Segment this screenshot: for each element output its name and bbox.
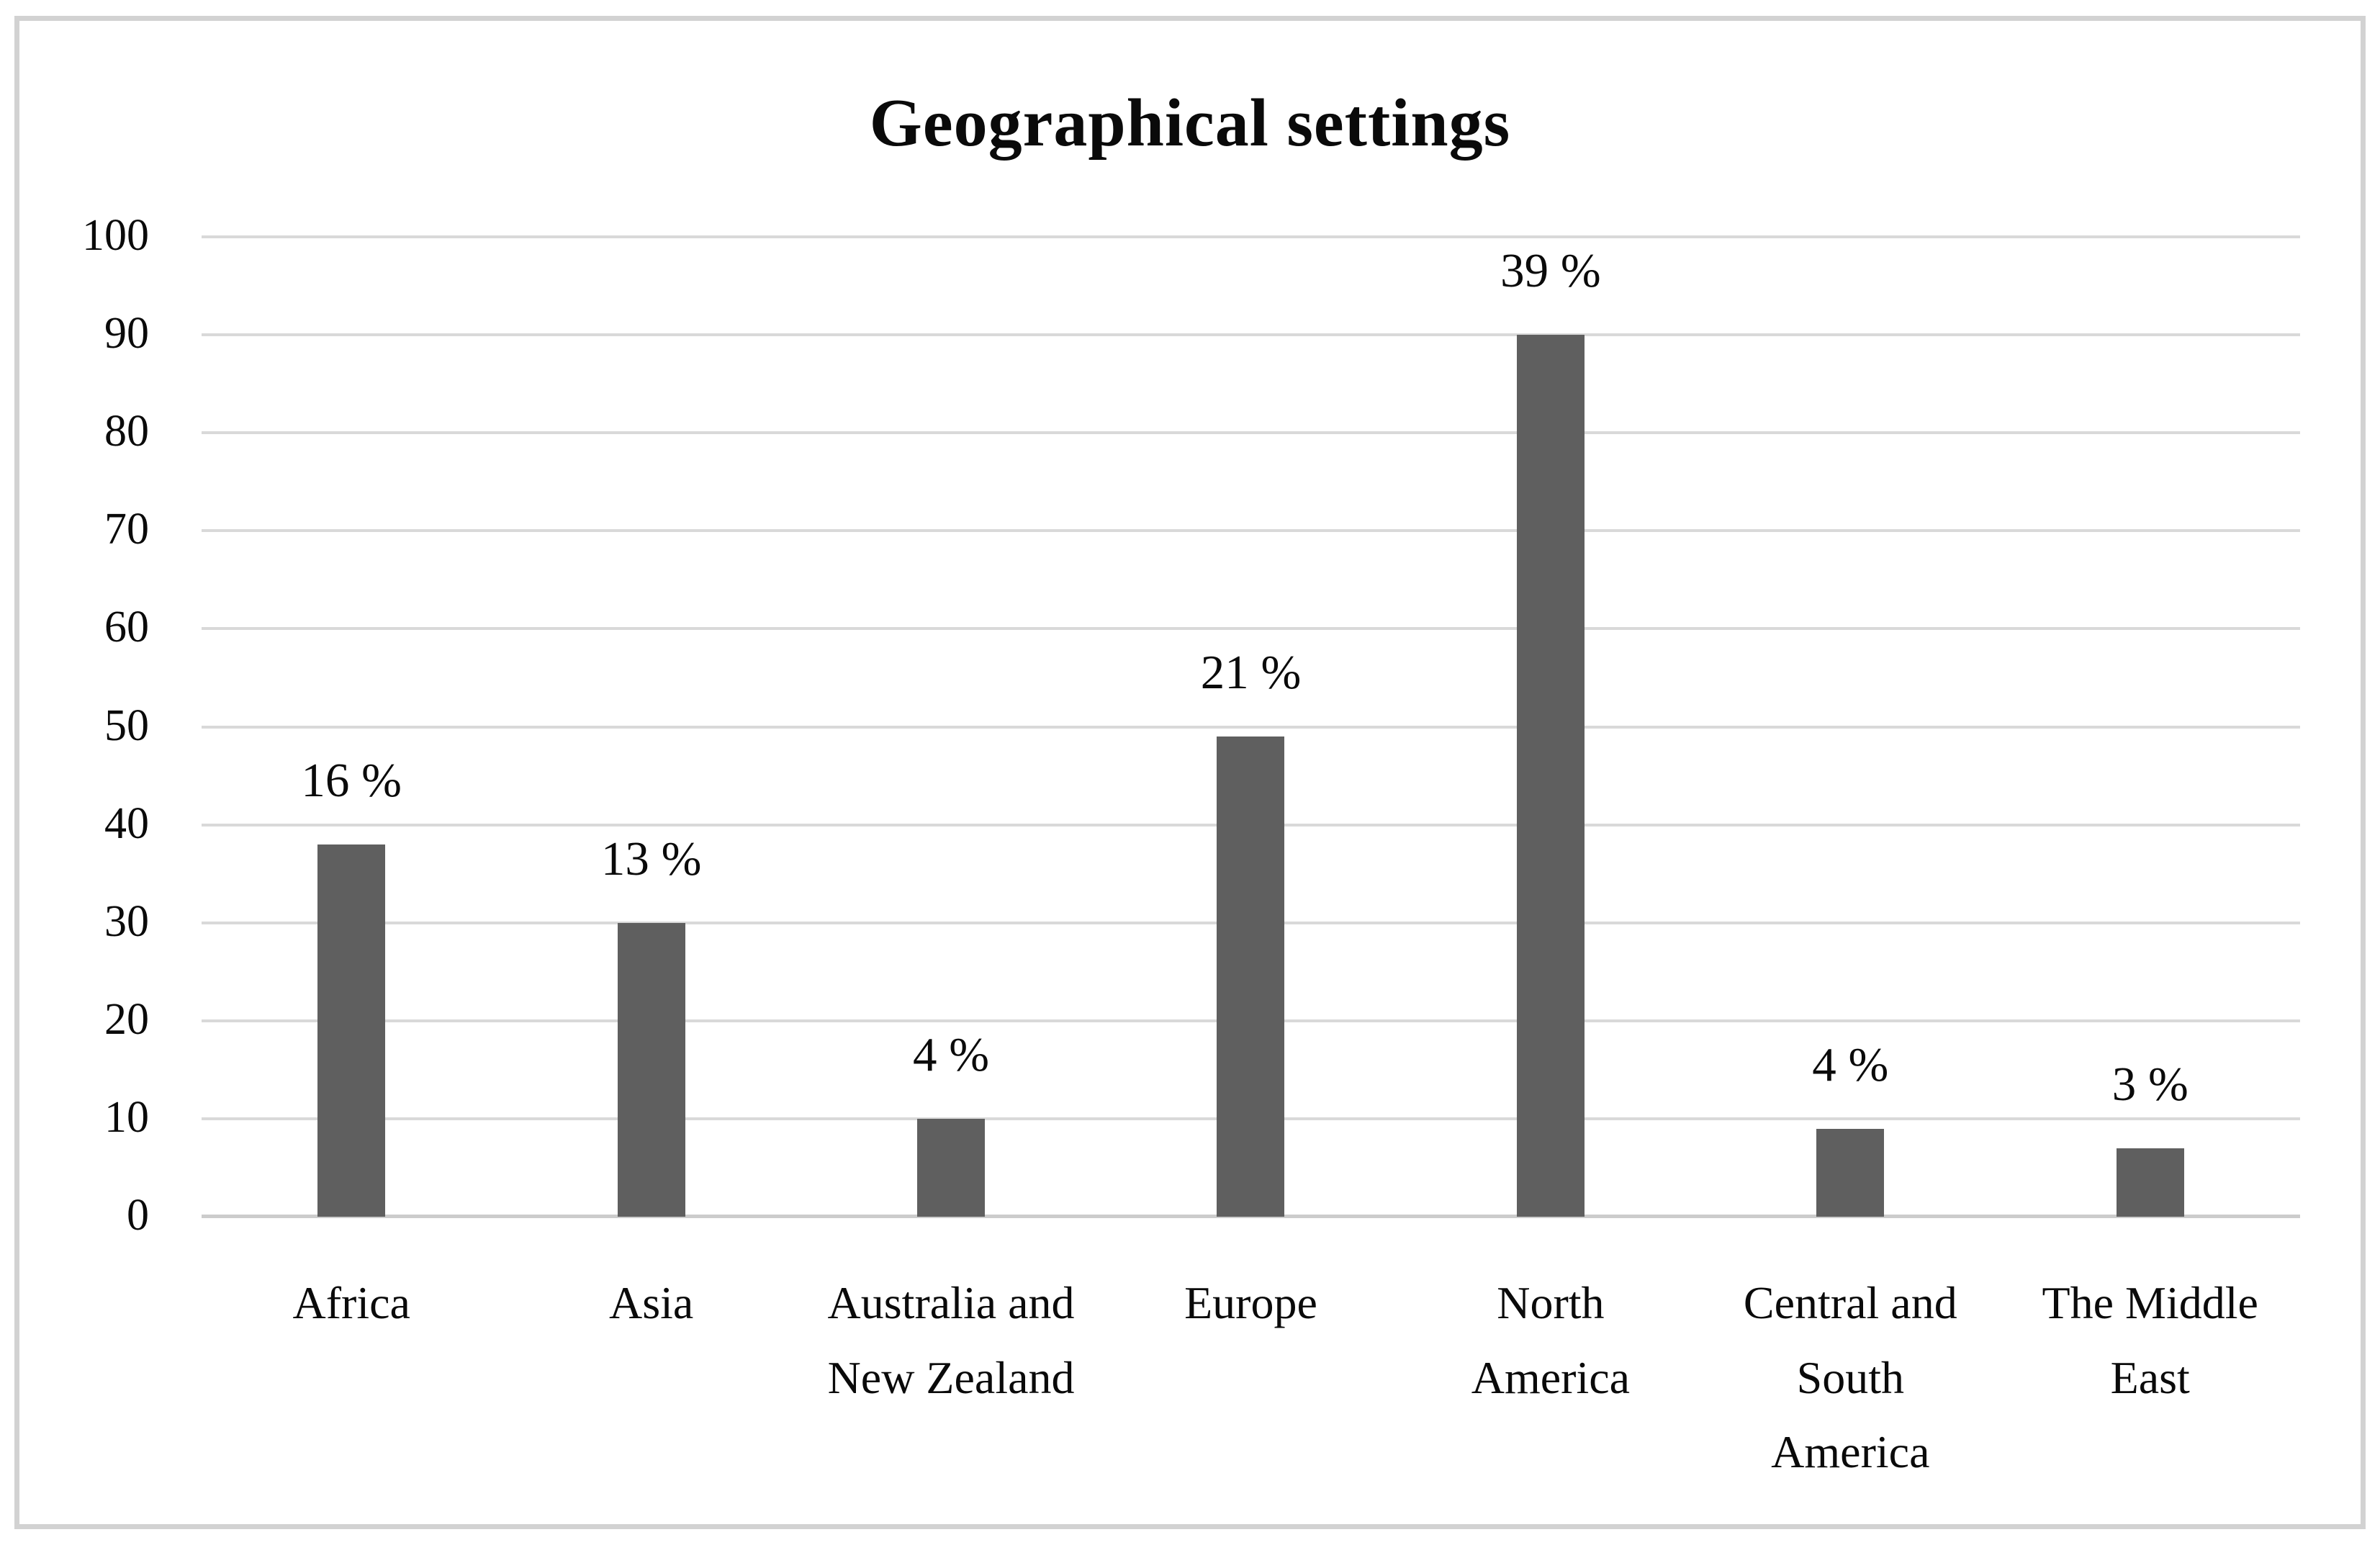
bar-slot: 13 % Asia — [501, 237, 801, 1328]
category-label: Africa — [292, 1277, 410, 1328]
y-tick-label: 70 — [104, 505, 149, 554]
category-label: Central and South America — [1743, 1277, 1957, 1478]
bar-value-label: 21 % — [1200, 646, 1302, 700]
bar-slot: 21 % Europe — [1101, 237, 1400, 1328]
bar-value-label: 4 % — [1812, 1037, 1889, 1091]
bar — [1816, 1128, 1885, 1217]
y-tick-label: 20 — [104, 994, 149, 1044]
bar-slot: 4 % Australia and New Zealand — [801, 237, 1101, 1403]
bar-slot: 3 % The Middle East — [2001, 237, 2300, 1403]
bar-value-label: 4 % — [913, 1027, 990, 1081]
gridline — [202, 627, 2300, 631]
bar — [2116, 1148, 2184, 1217]
bar-slot: 16 % Africa — [202, 237, 501, 1328]
bar — [917, 1118, 986, 1217]
bar-value-label: 16 % — [301, 753, 402, 807]
chart-title: Geographical settings — [869, 86, 1511, 161]
gridline — [202, 431, 2300, 435]
y-tick-label: 40 — [104, 798, 149, 848]
bars-layer: 16 % Africa 13 % Asia 4 % Australia and New Z… — [202, 237, 2300, 1478]
bar-slot: 4 % Central and South America — [1700, 237, 2000, 1478]
category-label: The Middle East — [2042, 1277, 2258, 1403]
y-tick-label: 60 — [104, 603, 149, 652]
gridline — [202, 235, 2300, 238]
y-tick-label: 0 — [127, 1191, 149, 1240]
gridline — [202, 529, 2300, 533]
category-label: North America — [1471, 1277, 1631, 1403]
gridline — [202, 725, 2300, 729]
plot-area: 0 10 20 30 40 50 60 70 80 90 100 16 % Africa 13 % Asi… — [82, 211, 2300, 1478]
y-tick-label: 10 — [104, 1092, 149, 1142]
chart-frame: Geographical settings 0 10 20 30 40 50 60 70 80 9… — [14, 16, 2366, 1529]
y-tick-label: 80 — [104, 407, 149, 456]
bar — [1217, 737, 1285, 1217]
y-tick-label: 90 — [104, 309, 149, 359]
bar — [617, 922, 685, 1217]
bar-slot: 39 % North America — [1401, 237, 1700, 1403]
bar — [317, 844, 386, 1217]
y-tick-label: 30 — [104, 896, 149, 946]
y-tick-label: 100 — [82, 211, 149, 261]
category-label: Asia — [608, 1277, 694, 1328]
category-label: Australia and New Zealand — [827, 1277, 1075, 1403]
bar-value-label: 3 % — [2111, 1057, 2189, 1111]
bar — [1516, 335, 1585, 1217]
y-tick-label: 50 — [104, 701, 149, 750]
bar-value-label: 39 % — [1500, 244, 1601, 298]
bar-value-label: 13 % — [600, 832, 702, 886]
gridline — [202, 333, 2300, 337]
category-label: Europe — [1184, 1277, 1317, 1328]
